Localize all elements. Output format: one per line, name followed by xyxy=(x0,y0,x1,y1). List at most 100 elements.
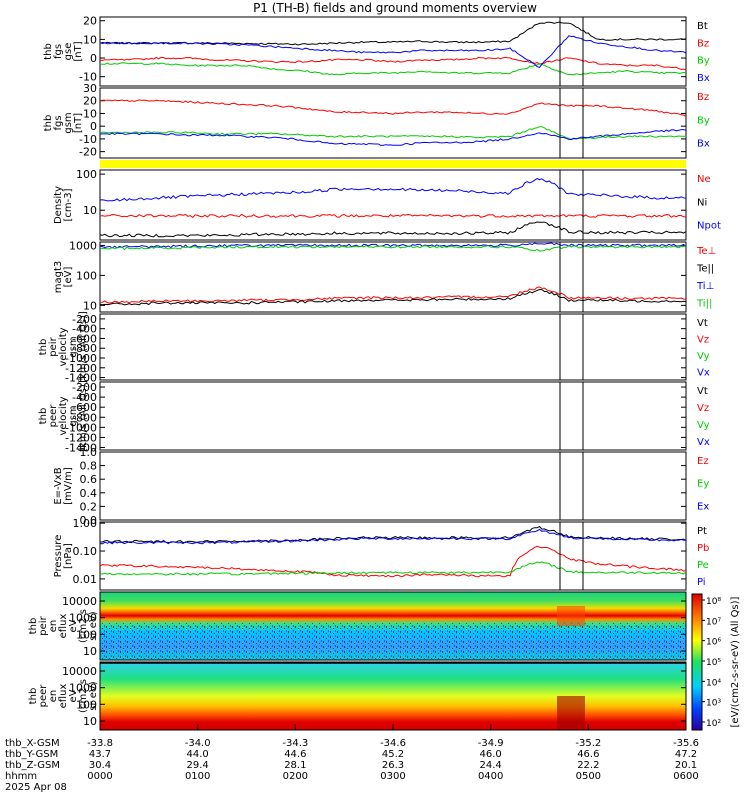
y-axis-label: eflux xyxy=(58,684,69,709)
y-tick-label: 1.0 xyxy=(80,446,98,459)
y-axis-label: Pressure xyxy=(53,535,64,578)
x-tick-label: 0100 xyxy=(185,771,210,782)
y-tick-label: 10 xyxy=(83,645,97,658)
legend-Vy: Vy xyxy=(697,351,710,362)
y-axis-label: sr eV) xyxy=(88,681,99,710)
x-tick-label: 47.2 xyxy=(675,749,697,760)
colorbar-tick-label: 10⁷ xyxy=(706,617,721,627)
panel-frame xyxy=(99,87,687,159)
legend-Pb: Pb xyxy=(697,543,709,554)
series-line-Te|| xyxy=(99,288,687,306)
x-tick-label: 0000 xyxy=(87,771,112,782)
legend-Bx: Bx xyxy=(697,139,710,150)
x-row-label: thb_Y-GSM xyxy=(5,749,58,760)
panel-frame xyxy=(99,521,687,591)
legend-Pe: Pe xyxy=(697,560,709,571)
y-tick-label: 10 xyxy=(83,107,97,120)
y-tick-label: -1400 xyxy=(65,372,97,385)
y-axis-label: thb xyxy=(38,408,49,425)
series-line-Npot xyxy=(99,178,687,202)
y-axis-label: [mV/m] xyxy=(63,467,74,505)
series-line-Bx xyxy=(99,35,687,68)
series-line-Pt xyxy=(100,525,687,544)
time-axis: thb_X-GSM -33.8 -34.0 -34.3 -34.6 -34.9 -35.2 -… xyxy=(5,724,699,793)
y-axis-label: en xyxy=(48,620,59,633)
series-line-By xyxy=(99,126,687,141)
y-tick-label: -800 xyxy=(72,411,97,424)
colorbar-scale xyxy=(691,593,703,731)
y-tick-label: 0.6 xyxy=(80,473,98,486)
colorbar: 10⁸ 10⁷ 10⁶ 10⁵ 10⁴ 10³ 10² [eV/(cm2-s-sr-eV) (… xyxy=(691,593,741,731)
y-tick-label: 1000 xyxy=(69,239,97,252)
series-line-Pb xyxy=(99,545,687,578)
series-line-Bt xyxy=(99,21,687,46)
series-line-Pe xyxy=(99,561,687,576)
y-axis-label: eV xyxy=(68,689,79,702)
plot-title: P1 (TH-B) fields and ground moments over… xyxy=(253,1,537,15)
panel-efield: 1.00.80.60.40.20.0 E=-VxB [mV/m] Ez Ey Ex xyxy=(53,446,709,527)
y-tick-label: 0.0 xyxy=(80,514,98,527)
panel-frame xyxy=(99,381,687,451)
y-tick-label: -1400 xyxy=(65,441,97,454)
y-tick-label: 0.8 xyxy=(80,460,98,473)
y-axis-label: [eV] xyxy=(63,267,74,288)
series-line-Ni xyxy=(99,221,687,238)
y-axis-label: [km/s (All Qs)] xyxy=(78,311,89,383)
y-axis-label: sr eV) xyxy=(88,611,99,640)
y-tick-label: 20 xyxy=(83,15,97,28)
x-tick-label: -34.3 xyxy=(282,738,308,749)
y-axis-label: peer xyxy=(48,404,59,428)
series-line-Ti|| xyxy=(99,244,687,252)
y-tick-label: 10 xyxy=(83,715,97,728)
legend-Vt: Vt xyxy=(697,318,708,329)
x-tick-label: -34.9 xyxy=(478,738,504,749)
y-axis-label: velocity xyxy=(58,396,69,435)
y-axis-label: thb xyxy=(28,688,39,705)
legend-Ne: Ne xyxy=(697,174,711,185)
legend-Ti||: Ti|| xyxy=(696,299,712,310)
x-tick-label: 30.4 xyxy=(89,760,111,771)
colorbar-tick-label: 10⁶ xyxy=(706,638,721,648)
y-tick-label: -400 xyxy=(72,323,97,336)
y-tick-label: 100 xyxy=(76,269,97,282)
series-line-Bz xyxy=(99,99,687,118)
legend-Ni: Ni xyxy=(697,197,707,208)
y-axis-label: [nT] xyxy=(73,113,84,133)
legend-By: By xyxy=(697,56,710,67)
y-axis-label: gse xyxy=(63,43,74,61)
y-tick-label: 0.2 xyxy=(80,500,98,513)
x-tick-label: 44.0 xyxy=(187,749,209,760)
y-tick-label: 0.01 xyxy=(73,573,98,586)
y-axis-label: [nT] xyxy=(73,41,84,61)
y-tick-label: -600 xyxy=(72,401,97,414)
y-tick-label: -800 xyxy=(72,342,97,355)
legend-Vx: Vx xyxy=(697,368,710,379)
x-tick-label: 0400 xyxy=(478,771,503,782)
y-axis-label: (cm2 s xyxy=(78,609,89,643)
y-tick-label: -10 xyxy=(79,71,97,84)
x-tick-label: -34.0 xyxy=(185,738,211,749)
panel-frame xyxy=(99,313,687,381)
y-axis-label: gsm xyxy=(68,405,79,426)
y-tick-label: 10000 xyxy=(62,665,97,678)
y-tick-label: -1200 xyxy=(65,362,97,375)
y-axis-label: gsm xyxy=(63,112,74,133)
panel-density: 100 10 Density [cm-3] Ne Ni Npot xyxy=(53,168,721,241)
legend-Pt: Pt xyxy=(697,526,707,537)
y-axis-label: peer xyxy=(38,684,49,708)
mode-bar xyxy=(100,160,686,168)
x-row-label: hhmm xyxy=(5,771,37,782)
panel-peir_spectrogram: 10000 1000 100 10 thb peir en eflux eV (cm2 s sr e… xyxy=(28,591,687,661)
panel-frame xyxy=(99,241,687,313)
y-tick-label: 10 xyxy=(83,33,97,46)
series-line-Bz xyxy=(99,56,687,71)
y-tick-label: -20 xyxy=(79,146,97,159)
legend-Ez: Ez xyxy=(697,456,709,467)
y-tick-label: 100 xyxy=(76,698,97,711)
panel-pressure: 1.00 0.10 0.01 Pressure [nPa] Pt Pb Pe Pi xyxy=(53,517,709,591)
legend-By: By xyxy=(697,115,710,126)
spectrogram-burst xyxy=(557,606,585,626)
legend-Vx: Vx xyxy=(697,437,710,448)
x-tick-label: 45.2 xyxy=(382,749,404,760)
